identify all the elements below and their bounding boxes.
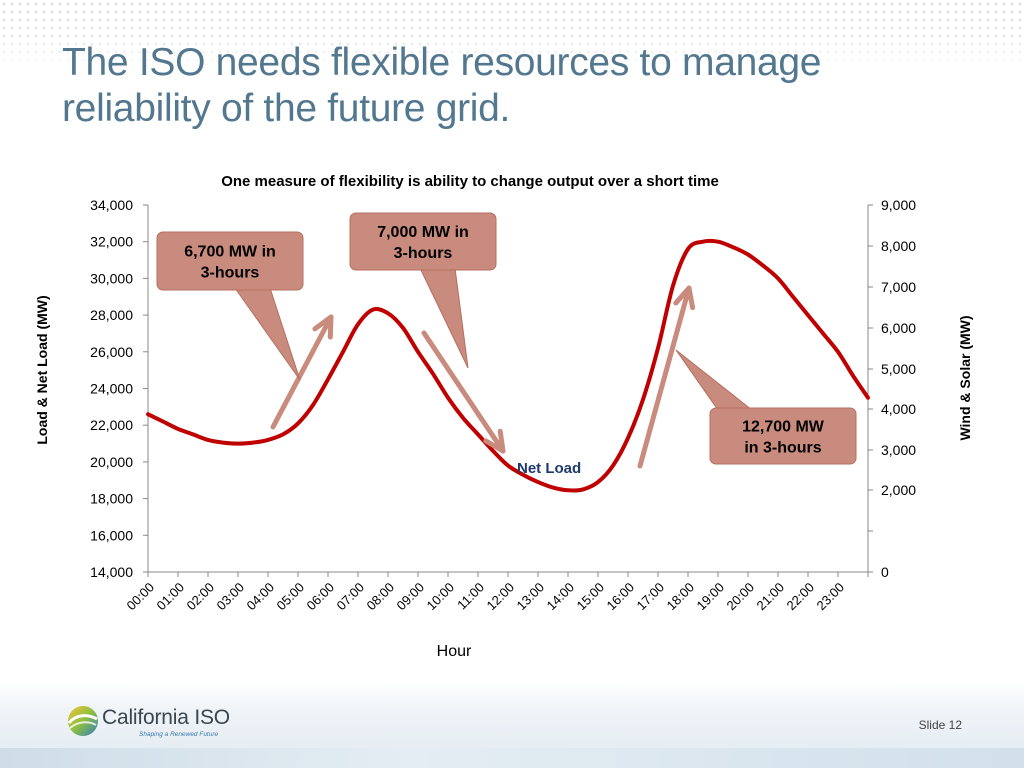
y-tick-label: 18,000 <box>90 491 133 507</box>
y2-tick-label: 6,000 <box>881 320 916 336</box>
x-tick-label: 09:00 <box>394 580 428 614</box>
x-tick-label: 19:00 <box>694 580 728 614</box>
y-axis-title: Load & Net Load (MW) <box>34 295 50 444</box>
callout-text: 3-hours <box>394 245 453 262</box>
x-tick-label: 00:00 <box>124 580 158 614</box>
x-tick-label: 07:00 <box>334 580 368 614</box>
arrow-head <box>312 314 334 340</box>
x-tick-label: 15:00 <box>574 580 608 614</box>
y2-tick-label: 2,000 <box>881 482 916 498</box>
y-tick-label: 22,000 <box>90 417 133 433</box>
callout-box <box>156 231 304 291</box>
x-tick-label: 06:00 <box>304 580 338 614</box>
callout-text: in 3-hours <box>744 440 821 457</box>
x-tick-label: 10:00 <box>424 580 458 614</box>
arrow-head <box>673 285 696 311</box>
california-iso-logo: California ISO Shaping a Renewed Future <box>66 702 306 742</box>
x-tick-label: 18:00 <box>664 580 698 614</box>
x-tick-label: 05:00 <box>274 580 308 614</box>
y2-tick-label: 9,000 <box>881 197 916 213</box>
x-tick-label: 16:00 <box>604 580 638 614</box>
x-tick-label: 01:00 <box>154 580 188 614</box>
header-dot-fade <box>0 0 1024 68</box>
callout-pointer <box>234 287 301 381</box>
morning-ramp-arrow <box>270 314 334 430</box>
x-tick-label: 22:00 <box>784 580 818 614</box>
arrow-head <box>483 428 506 454</box>
x-tick-label: 17:00 <box>634 580 668 614</box>
y2-tick-label: 3,000 <box>881 442 916 458</box>
net-load-line <box>146 238 870 493</box>
callout-box <box>349 212 497 271</box>
chart-title: One measure of flexibility is ability to… <box>221 173 719 190</box>
callout-text: 3-hours <box>201 265 260 282</box>
x-tick-label: 02:00 <box>184 580 218 614</box>
y2-tick-label: 8,000 <box>881 238 916 254</box>
evening-ramp-arrow <box>637 285 696 469</box>
y2-tick-label: 0 <box>881 564 889 580</box>
midday-ramp-arrow <box>421 330 506 454</box>
callout-morning: 6,700 MW in 3-hours <box>156 231 304 381</box>
arrow-shaft <box>270 314 334 430</box>
x-tick-label: 21:00 <box>754 580 788 614</box>
callout-text: 7,000 MW in <box>377 224 469 241</box>
x-tick-label: 11:00 <box>454 580 487 613</box>
y2-axis-title: Wind & Solar (MW) <box>957 315 973 440</box>
arrow-shaft <box>421 330 506 454</box>
logo-swirl-icon <box>67 706 98 736</box>
callout-text: 6,700 MW in <box>184 244 276 261</box>
x-tick-label: 23:00 <box>814 580 848 614</box>
slide-title: The ISO needs flexible resources to mana… <box>62 41 822 130</box>
y2-tick-label: 4,000 <box>881 401 916 417</box>
y-tick-label: 24,000 <box>90 381 133 397</box>
x-tick-label: 13:00 <box>514 580 548 614</box>
callout-pointer <box>419 267 469 369</box>
x-tick-label: 20:00 <box>724 580 758 614</box>
slide-number: Slide 12 <box>918 718 962 732</box>
callout-text: 12,700 MW <box>742 419 825 436</box>
callout-midday: 7,000 MW in 3-hours <box>349 212 497 369</box>
x-axis-title: Hour <box>437 643 472 660</box>
y-tick-label: 32,000 <box>90 234 133 250</box>
y-tick-label: 26,000 <box>90 344 133 360</box>
x-tick-label: 08:00 <box>364 580 398 614</box>
y2-tick-label: 7,000 <box>881 279 916 295</box>
arrow-shaft <box>637 285 692 469</box>
y-tick-label: 34,000 <box>90 197 133 213</box>
x-tick-label: 04:00 <box>244 580 278 614</box>
footer-bar <box>0 748 1024 768</box>
x-tick-label: 14:00 <box>544 580 578 614</box>
callout-pointer <box>675 349 754 411</box>
logo-name: California ISO <box>102 706 230 729</box>
y2-tick-label: 5,000 <box>881 361 916 377</box>
callout-box <box>709 407 857 465</box>
y-tick-label: 20,000 <box>90 454 133 470</box>
net-load-label: Net Load <box>517 460 581 477</box>
y-tick-label: 30,000 <box>90 270 133 286</box>
logo-tagline: Shaping a Renewed Future <box>139 731 219 738</box>
y-tick-label: 16,000 <box>90 527 133 543</box>
x-tick-label: 12:00 <box>484 580 518 614</box>
y-tick-label: 28,000 <box>90 307 133 323</box>
callout-evening: 12,700 MW in 3-hours <box>675 349 857 465</box>
y-tick-label: 14,000 <box>90 564 133 580</box>
x-tick-label: 03:00 <box>214 580 248 614</box>
